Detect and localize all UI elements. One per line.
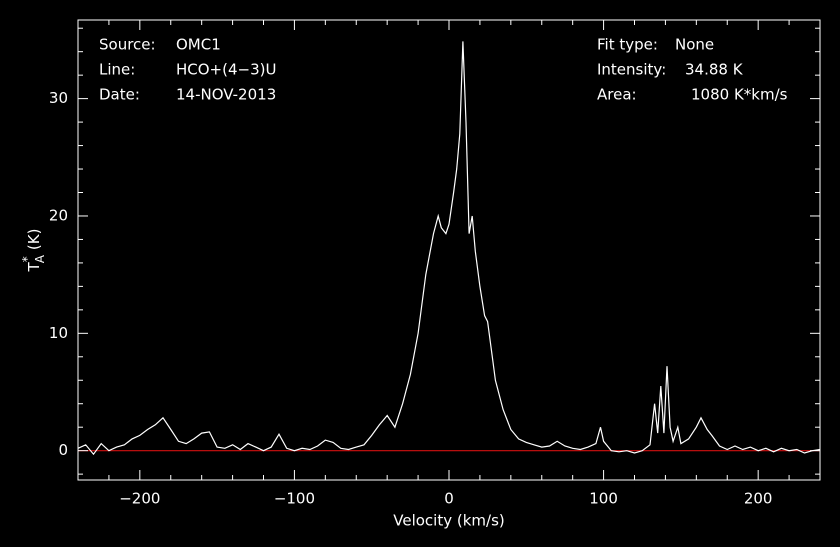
y-tick-label: 0: [58, 441, 68, 459]
info-value: None: [675, 36, 714, 54]
info-value: 1080 K*km/s: [691, 86, 788, 104]
y-axis-label: T*A (K): [20, 229, 47, 273]
info-key: Area:: [597, 86, 637, 104]
x-tick-label: −200: [119, 490, 160, 508]
x-tick-label: 100: [589, 490, 618, 508]
info-key: Date:: [99, 86, 140, 104]
y-tick-label: 10: [49, 324, 68, 342]
y-label-unit: (K): [25, 229, 43, 251]
info-value: OMC1: [176, 36, 221, 54]
info-key: Line:: [99, 61, 135, 79]
y-tick-label: 30: [49, 89, 68, 107]
info-key: Intensity:: [597, 61, 666, 79]
x-tick-label: 0: [444, 490, 454, 508]
y-label-sup: *: [20, 256, 34, 262]
info-value: HCO+(4−3)U: [176, 61, 276, 79]
y-tick-label: 20: [49, 206, 68, 224]
info-key: Fit type:: [597, 36, 658, 54]
info-key: Source:: [99, 36, 156, 54]
info-value: 14-NOV-2013: [176, 86, 276, 104]
x-axis-label: Velocity (km/s): [393, 512, 504, 530]
y-label-main: T: [25, 261, 43, 272]
info-value: 34.88 K: [685, 61, 744, 79]
x-tick-label: 200: [744, 490, 773, 508]
spectrum-line: [77, 41, 821, 456]
x-tick-label: −100: [274, 490, 315, 508]
y-label-sub: A: [33, 254, 47, 263]
